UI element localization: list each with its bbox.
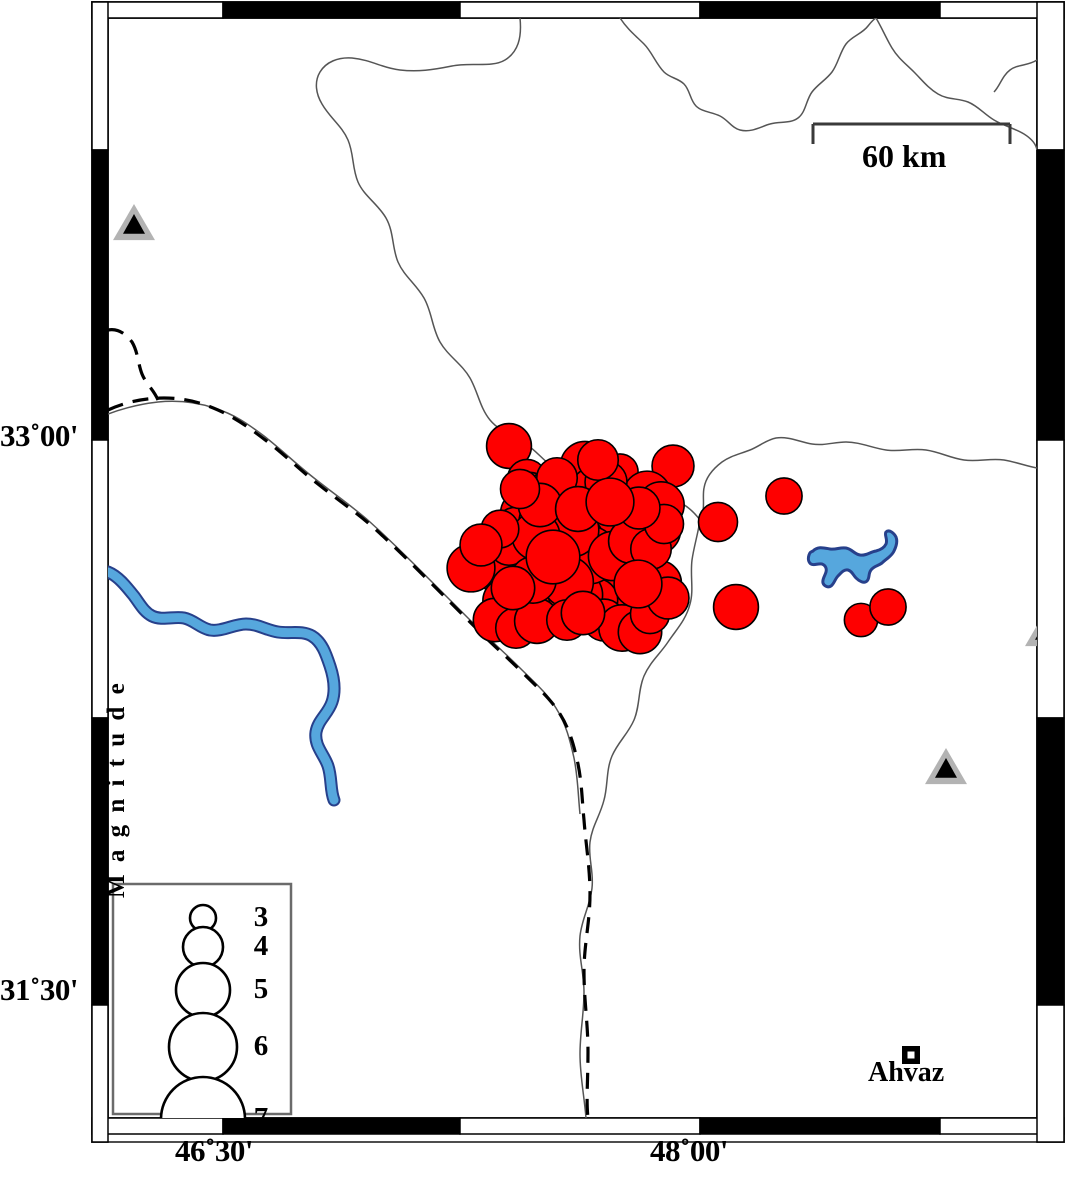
station-inner-triangle [1035, 636, 1037, 640]
station-inner-triangle [935, 758, 957, 778]
seismic-station-layer [113, 204, 1037, 785]
earthquake-epicenter [485, 422, 533, 470]
earthquake-epicenter [869, 588, 907, 626]
seismic-station-triangle-icon [113, 204, 155, 241]
earthquake-epicenter [576, 438, 620, 482]
legend-magnitude-value: 7 [253, 1102, 269, 1134]
earthquake-epicenter [765, 477, 803, 515]
legend-magnitude-symbol [181, 925, 225, 969]
earthquake-epicenter-layer [446, 422, 907, 655]
legend-magnitude-value: 6 [253, 1030, 269, 1062]
scale-bar [811, 122, 1012, 144]
magnitude-legend [111, 882, 293, 1118]
seismic-station-triangle-icon [925, 748, 967, 785]
latitude-label-33-00: 33˚00' [0, 418, 78, 453]
international-border-dashed [108, 328, 592, 1118]
station-inner-triangle [123, 214, 145, 234]
latitude-label-31-30: 31˚30' [0, 972, 78, 1007]
legend-symbol-layer [159, 903, 247, 1118]
scale-bar-label: 60 km [862, 138, 947, 174]
legend-magnitude-value: 5 [253, 973, 269, 1005]
city-label-ahvaz: Ahvaz [868, 1057, 945, 1088]
longitude-label-46-30: 46˚30' [175, 1133, 253, 1168]
axis-band-right [1036, 1, 1065, 1143]
lake-polygon [806, 529, 899, 589]
earthquake-epicenter [585, 477, 635, 527]
legend-magnitude-symbol [159, 1075, 247, 1118]
axis-band-bottom [91, 1117, 1065, 1135]
river-polyline [108, 565, 341, 807]
earthquake-epicenter [490, 565, 536, 611]
legend-title-magnitude: M a g n i t u d e [103, 680, 130, 898]
legend-magnitude-symbol [167, 1011, 239, 1083]
axis-band-left [91, 1, 109, 1143]
seismic-station-triangle-icon [1025, 625, 1037, 647]
earthquake-epicenter [712, 583, 760, 631]
earthquake-epicenter [499, 468, 541, 510]
axis-band-top [91, 1, 1065, 19]
legend-magnitude-value: 4 [253, 930, 269, 962]
city-marker-layer [902, 1046, 920, 1064]
city-marker-icon [902, 1046, 920, 1064]
earthquake-epicenter [459, 523, 503, 567]
earthquake-epicenter [525, 529, 581, 585]
earthquake-epicenter [560, 590, 606, 636]
earthquake-epicenter [697, 501, 739, 543]
longitude-label-48-00: 48˚00' [650, 1133, 728, 1168]
legend-magnitude-symbol [174, 961, 232, 1019]
city-marker-inner [907, 1051, 915, 1059]
earthquake-epicenter [613, 559, 663, 609]
station-outer-triangle [1025, 625, 1037, 647]
legend-magnitude-value: 3 [253, 901, 269, 933]
